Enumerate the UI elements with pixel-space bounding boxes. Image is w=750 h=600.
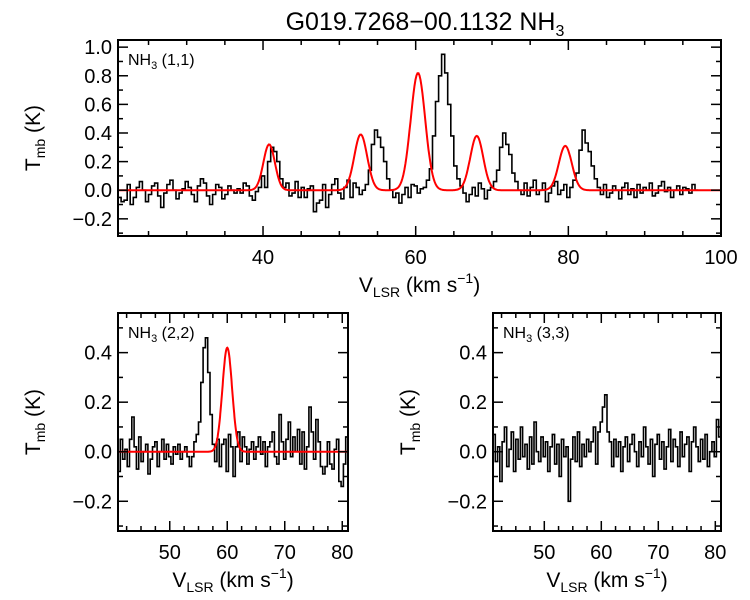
panel-label-bottom-right: NH3 (3,3) xyxy=(503,325,570,345)
y-tick-label: 0.2 xyxy=(84,392,112,414)
y-tick-label: −0.2 xyxy=(73,209,112,231)
x-tick-label: 60 xyxy=(216,542,238,564)
y-tick-label: 0.0 xyxy=(84,442,112,464)
x-tick-label: 100 xyxy=(704,247,737,269)
y-tick-label: 0.4 xyxy=(459,343,487,365)
spectrum-line-top xyxy=(118,54,698,211)
plot-frame-bottom-left xyxy=(118,313,348,531)
x-axis-label: VLSR (km s−1) xyxy=(359,270,480,300)
y-tick-label: 0.2 xyxy=(84,152,112,174)
x-tick-label: 80 xyxy=(557,247,579,269)
fit-curve-top xyxy=(118,73,721,190)
y-tick-label: 0.0 xyxy=(84,180,112,202)
y-tick-label: 1.0 xyxy=(84,37,112,59)
panel-label-top: NH3 (1,1) xyxy=(128,52,195,72)
panel-bottom-left: 50 60 70 80 −0.2 0.0 0.2 0.4 NH3 (2,2) VLSR (km s… xyxy=(22,313,353,595)
plot-frame-top xyxy=(118,40,721,236)
y-tick-label: −0.2 xyxy=(448,491,487,513)
x-tick-label: 50 xyxy=(159,542,181,564)
x-axis-label: VLSR (km s−1) xyxy=(546,565,667,595)
x-tick-label: 60 xyxy=(590,542,612,564)
panel-top: 40 60 80 100 −0.2 0.0 0.2 0.4 0.6 0.8 1.0 NH3 (1,1)… xyxy=(22,37,738,300)
y-axis-label: Tmb (K) xyxy=(22,105,48,171)
x-tick-label: 50 xyxy=(533,542,555,564)
y-axis-label: Tmb (K) xyxy=(22,389,48,455)
x-tick-label: 80 xyxy=(704,542,726,564)
y-axis-label: Tmb (K) xyxy=(397,389,423,455)
y-tick-label: −0.2 xyxy=(73,491,112,513)
x-tick-label: 40 xyxy=(252,247,274,269)
y-tick-label: 0.6 xyxy=(84,94,112,116)
figure-title: G019.7268−00.1132 NH3 xyxy=(286,8,565,40)
y-tick-label: 0.0 xyxy=(459,442,487,464)
spectra-figure: G019.7268−00.1132 NH3 40 60 80 100 −0.2 0.0 0.… xyxy=(0,0,750,600)
x-tick-label: 60 xyxy=(405,247,427,269)
y-tick-label: 0.4 xyxy=(84,343,112,365)
spectrum-line-bottom-left xyxy=(118,338,348,487)
y-tick-label: 0.4 xyxy=(84,123,112,145)
x-tick-label: 70 xyxy=(647,542,669,564)
panel-bottom-right: 50 60 70 80 −0.2 0.0 0.2 0.4 NH3 (3,3) VLSR (km s… xyxy=(397,313,726,595)
spectrum-line-bottom-right xyxy=(493,395,721,502)
x-axis-label: VLSR (km s−1) xyxy=(172,565,293,595)
x-tick-label: 70 xyxy=(274,542,296,564)
y-tick-label: 0.2 xyxy=(459,392,487,414)
x-tick-label: 80 xyxy=(331,542,353,564)
panel-label-bottom-left: NH3 (2,2) xyxy=(128,325,195,345)
y-tick-label: 0.8 xyxy=(84,66,112,88)
